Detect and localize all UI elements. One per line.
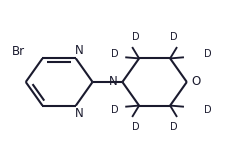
Text: N: N	[109, 75, 118, 89]
Text: D: D	[111, 49, 119, 59]
Text: D: D	[170, 122, 178, 132]
Text: N: N	[75, 107, 83, 120]
Text: D: D	[204, 49, 211, 59]
Text: D: D	[132, 32, 139, 42]
Text: D: D	[132, 122, 139, 132]
Text: D: D	[111, 105, 119, 115]
Text: Br: Br	[12, 45, 24, 58]
Text: N: N	[75, 44, 83, 57]
Text: O: O	[192, 75, 201, 89]
Text: D: D	[170, 32, 178, 42]
Text: D: D	[204, 105, 211, 115]
